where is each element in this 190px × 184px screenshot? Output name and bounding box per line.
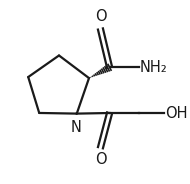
Text: NH₂: NH₂ <box>140 60 167 75</box>
Text: O: O <box>95 9 106 24</box>
Text: N: N <box>70 120 81 135</box>
Text: O: O <box>95 152 106 167</box>
Text: OH: OH <box>165 105 188 121</box>
